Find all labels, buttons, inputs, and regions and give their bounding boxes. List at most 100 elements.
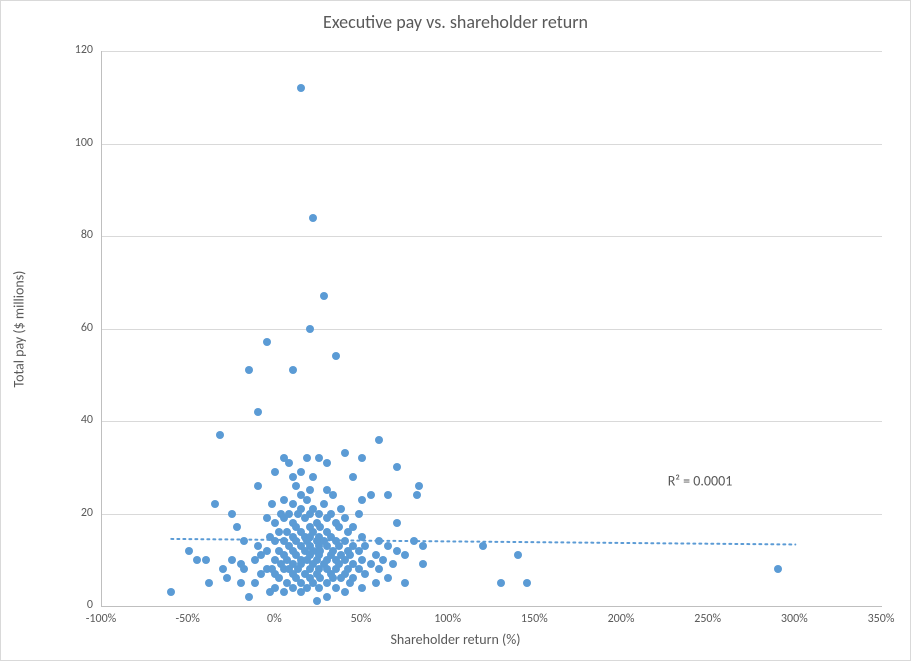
x-tick-label: -100% xyxy=(71,612,131,626)
x-tick-label: 100% xyxy=(418,612,478,626)
r-squared-annotation: R² = 0.0001 xyxy=(668,473,733,490)
data-point xyxy=(285,459,293,467)
gridline xyxy=(102,236,882,237)
data-point xyxy=(251,579,259,587)
data-point xyxy=(367,491,375,499)
data-point xyxy=(332,352,340,360)
data-point xyxy=(254,542,262,550)
data-point xyxy=(223,574,231,582)
x-tick-label: 200% xyxy=(591,612,651,626)
data-point xyxy=(254,408,262,416)
data-point xyxy=(341,449,349,457)
data-point xyxy=(315,454,323,462)
y-tick-label: 60 xyxy=(33,321,93,335)
data-point xyxy=(313,597,321,605)
data-point xyxy=(309,214,317,222)
data-point xyxy=(323,593,331,601)
data-point xyxy=(315,584,323,592)
gridline xyxy=(102,329,882,330)
data-point xyxy=(303,496,311,504)
gridline xyxy=(102,514,882,515)
data-point xyxy=(245,366,253,374)
data-point xyxy=(497,579,505,587)
data-point xyxy=(245,593,253,601)
data-point xyxy=(358,454,366,462)
data-point xyxy=(415,482,423,490)
data-point xyxy=(341,588,349,596)
plot-area: R² = 0.0001 xyxy=(101,51,882,607)
scatter-chart: Executive pay vs. shareholder return Tot… xyxy=(0,0,911,661)
data-point xyxy=(297,468,305,476)
data-point xyxy=(306,325,314,333)
data-point xyxy=(393,519,401,527)
data-point xyxy=(320,292,328,300)
data-point xyxy=(268,500,276,508)
data-point xyxy=(349,473,357,481)
data-point xyxy=(315,510,323,518)
data-point xyxy=(211,500,219,508)
data-point xyxy=(393,463,401,471)
data-point xyxy=(401,551,409,559)
data-point xyxy=(263,547,271,555)
data-point xyxy=(514,551,522,559)
y-tick-label: 40 xyxy=(33,413,93,427)
data-point xyxy=(205,579,213,587)
x-tick-label: 350% xyxy=(851,612,911,626)
data-point xyxy=(335,523,343,531)
data-point xyxy=(297,84,305,92)
data-point xyxy=(361,570,369,578)
chart-title: Executive pay vs. shareholder return xyxy=(1,11,910,33)
data-point xyxy=(358,533,366,541)
data-point xyxy=(413,491,421,499)
data-point xyxy=(167,588,175,596)
data-point xyxy=(254,482,262,490)
y-tick-label: 100 xyxy=(33,136,93,150)
x-tick-label: 250% xyxy=(678,612,738,626)
data-point xyxy=(361,542,369,550)
data-point xyxy=(375,565,383,573)
data-point xyxy=(193,556,201,564)
y-axis-label: Total pay ($ millions) xyxy=(11,270,28,387)
data-point xyxy=(341,537,349,545)
data-point xyxy=(280,588,288,596)
data-point xyxy=(375,436,383,444)
x-axis-label: Shareholder return (%) xyxy=(1,631,910,648)
data-point xyxy=(202,556,210,564)
data-point xyxy=(271,519,279,527)
y-tick-label: 80 xyxy=(33,228,93,242)
data-point xyxy=(263,514,271,522)
y-tick-label: 120 xyxy=(33,43,93,57)
data-point xyxy=(341,514,349,522)
data-point xyxy=(240,565,248,573)
data-point xyxy=(271,468,279,476)
data-point xyxy=(379,556,387,564)
data-point xyxy=(240,537,248,545)
data-point xyxy=(237,579,245,587)
data-point xyxy=(327,510,335,518)
data-point xyxy=(358,496,366,504)
x-tick-label: 0% xyxy=(244,612,304,626)
data-point xyxy=(228,510,236,518)
data-point xyxy=(349,574,357,582)
data-point xyxy=(185,547,193,555)
data-point xyxy=(337,505,345,513)
data-point xyxy=(306,486,314,494)
y-tick-label: 20 xyxy=(33,506,93,520)
data-point xyxy=(275,528,283,536)
data-point xyxy=(355,510,363,518)
data-point xyxy=(233,523,241,531)
data-point xyxy=(372,579,380,587)
gridline xyxy=(102,144,882,145)
data-point xyxy=(271,584,279,592)
data-point xyxy=(349,523,357,531)
data-point xyxy=(285,510,293,518)
data-point xyxy=(289,366,297,374)
x-tick-label: 50% xyxy=(331,612,391,626)
data-point xyxy=(271,537,279,545)
data-point xyxy=(323,459,331,467)
data-point xyxy=(346,551,354,559)
y-tick-label: 0 xyxy=(33,598,93,612)
data-point xyxy=(297,505,305,513)
data-point xyxy=(332,584,340,592)
x-tick-label: 150% xyxy=(504,612,564,626)
